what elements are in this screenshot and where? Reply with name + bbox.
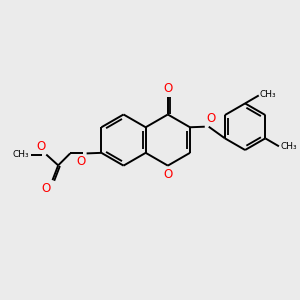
- Text: O: O: [164, 168, 173, 181]
- Text: O: O: [76, 155, 85, 168]
- Text: O: O: [164, 82, 173, 95]
- Text: O: O: [42, 182, 51, 194]
- Text: CH₃: CH₃: [280, 142, 297, 152]
- Text: O: O: [36, 140, 45, 153]
- Text: O: O: [206, 112, 215, 125]
- Text: CH₃: CH₃: [260, 90, 277, 99]
- Text: CH₃: CH₃: [13, 150, 29, 159]
